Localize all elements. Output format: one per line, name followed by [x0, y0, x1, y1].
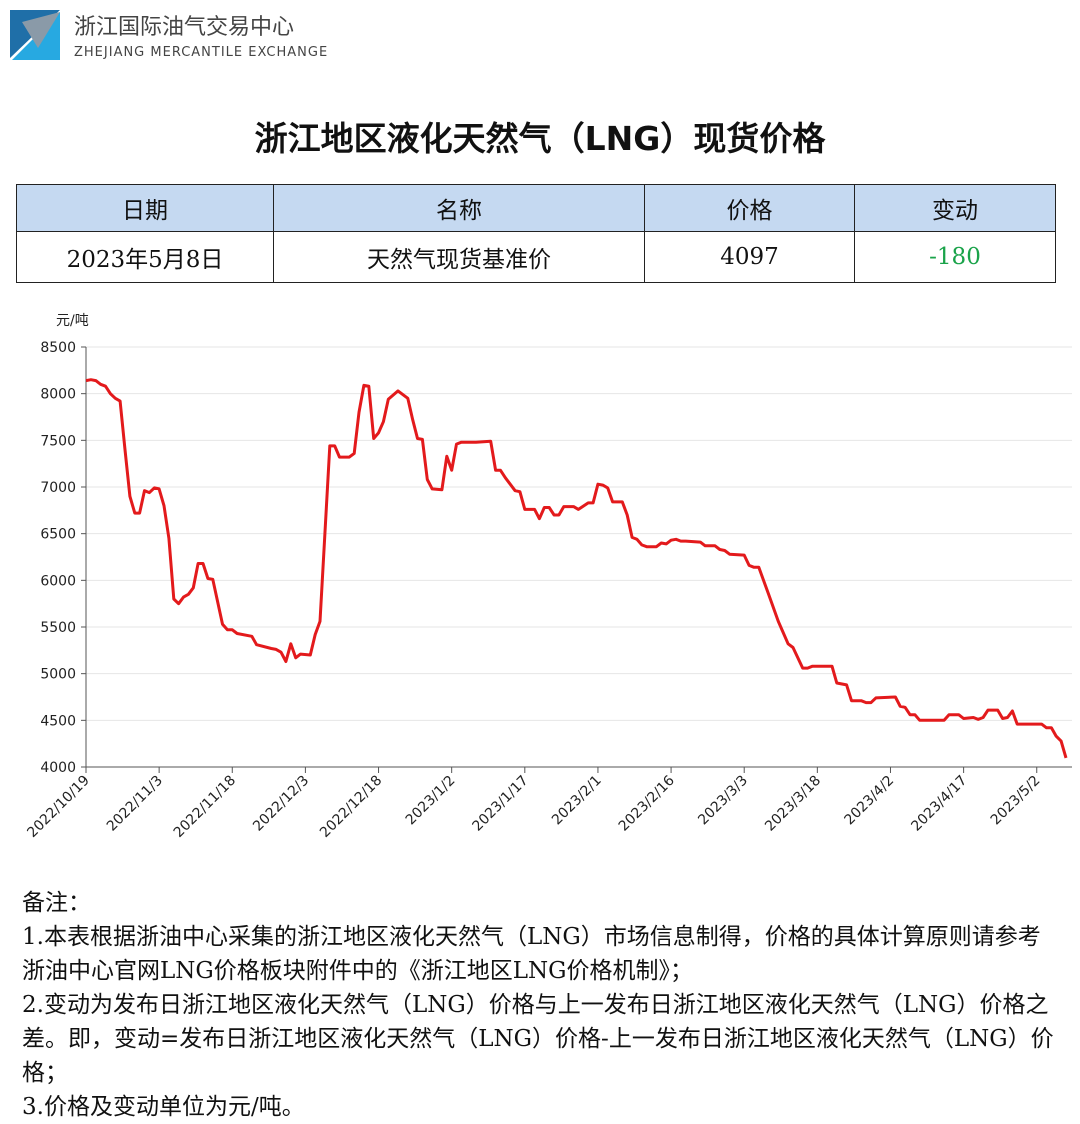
td: -180 [854, 231, 1056, 283]
note-heading: 备注： [22, 890, 91, 916]
x-tick-label: 2023/3/3 [695, 773, 751, 829]
x-tick-label: 2022/11/3 [104, 773, 166, 835]
title: 浙江地区液化天然气（LNG）现货价格 [254, 119, 826, 158]
td: 天然气现货基准价 [273, 231, 645, 283]
x-tick-label: 2023/4/17 [908, 773, 970, 835]
y-tick-label: 6000 [40, 573, 76, 589]
x-tick-label: 2023/4/2 [842, 773, 898, 829]
th: 价格 [644, 184, 855, 232]
x-tick-label: 2023/1/2 [403, 773, 459, 829]
y-tick-label: 7000 [40, 480, 76, 496]
note: 2.变动为发布日浙江地区液化天然气（LNG）价格与上一发布日浙江地区液化天然气（… [22, 992, 1054, 1086]
logo [22, 12, 60, 48]
x-tick-label: 2023/5/2 [988, 773, 1044, 829]
y-tick-label: 8000 [40, 387, 76, 403]
y-tick-label: 8500 [40, 340, 76, 356]
y-tick-label: 7500 [40, 433, 76, 449]
price-line [85, 378, 1068, 759]
x-tick-label: 2023/2/16 [616, 772, 678, 834]
x-tick-label: 2023/2/1 [549, 773, 605, 829]
td: 2023年5月8日 [16, 231, 274, 283]
y-tick-label: 4000 [40, 760, 76, 776]
y-tick-label: 4500 [40, 713, 76, 729]
x-tick-label: 2022/10/19 [24, 773, 92, 841]
notes: 备注： 1.本表根据浙油中心采集的浙江地区液化天然气（LNG）市场信息制得，价格… [22, 886, 1058, 1124]
org-name: 浙江国际油气交易中心 [74, 15, 294, 40]
x-tick-label: 2022/11/18 [171, 773, 239, 841]
y-tick-label: 6500 [40, 527, 76, 543]
x-tick-label: 2022/12/3 [250, 773, 312, 835]
y-tick-label: 5000 [40, 667, 76, 683]
y-tick-label: 5500 [40, 620, 76, 636]
y-axis-label: 元/吨 [56, 313, 89, 329]
th: 名称 [273, 184, 645, 232]
note: 1.本表根据浙油中心采集的浙江地区液化天然气（LNG）市场信息制得，价格的具体计… [22, 924, 1041, 984]
note: 3.价格及变动单位为元/吨。 [22, 1094, 305, 1120]
td: 4097 [644, 231, 855, 283]
chart: 元/吨 4000 4500 5000 5500 6000 6500 7000 7500 8000… [24, 313, 1072, 841]
th: 变动 [854, 184, 1056, 232]
x-tick-label: 2022/12/18 [317, 773, 385, 841]
org-name-en: ZHEJIANG MERCANTILE EXCHANGE [74, 45, 328, 60]
price-table: 日期 名称 价格 变动 2023年5月8日 天然气现货基准价 4097 -180 [16, 184, 1056, 283]
header: 浙江国际油气交易中心 ZHEJIANG MERCANTILE EXCHANGE [10, 10, 328, 60]
x-tick-label: 2023/1/17 [470, 773, 532, 835]
th: 日期 [16, 184, 274, 232]
x-tick-label: 2023/3/18 [762, 773, 824, 835]
